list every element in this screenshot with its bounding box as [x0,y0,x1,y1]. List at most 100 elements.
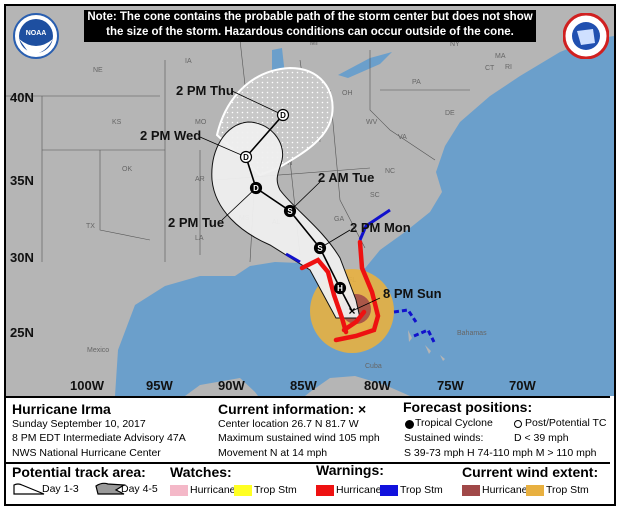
place-label: WV [366,119,378,126]
place-label: OK [122,166,132,173]
forecast-time-label: 2 PM Mon [350,220,411,235]
hurricane-warnings [299,239,381,343]
trop-storm-warning-label: Trop Stm [400,484,443,496]
forecast-point: D [276,108,290,122]
advisory-number: 8 PM EDT Intermediate Advisory 47A [12,432,186,444]
forecast-point-symbol: S [317,244,323,253]
lon-label: 100W [70,378,104,393]
place-label: Mexico [87,347,109,354]
track-area-title: Potential track area: [12,464,146,480]
place-label: PA [412,79,421,86]
hurricane-wind-swatch [462,485,480,496]
movement: Movement N at 14 mph [218,447,328,459]
current-info-title: Current information: × [218,401,367,417]
forecast-point-marker [333,281,347,295]
forecast-time-label: 8 PM Sun [383,286,442,301]
d-category: D < 39 mph [514,432,569,444]
forecast-time-label: 2 PM Tue [168,215,224,230]
tropical-cyclone-label: Tropical Cyclone [415,417,493,429]
place-label: NY [450,41,460,48]
forecast-point-symbol: D [280,111,286,120]
place-label: VA [398,134,407,141]
place-label: MA [495,53,506,60]
svg-text:NOAA: NOAA [26,30,47,37]
max-wind: Maximum sustained wind 105 mph [218,432,380,444]
hurricane-watch-label: Hurricane [190,484,236,496]
place-label: TX [86,223,95,230]
cone-note: Note: The cone contains the probable pat… [84,10,536,42]
forecast-time-label: 2 PM Wed [140,128,201,143]
hurricane-watch-swatch [170,485,188,496]
forecast-point-symbol: D [253,184,259,193]
trop-storm-wind-swatch [526,485,544,496]
hurricane-warning-label: Hurricane [336,484,382,496]
forecast-point: S [313,241,327,255]
lat-label: 25N [10,325,34,340]
place-label: CT [485,65,495,72]
forecast-point-marker [239,150,253,164]
day13-label: Day 1-3 [42,483,79,495]
storm-name: Hurricane Irma [12,401,111,417]
lon-label: 80W [364,378,391,393]
place-label: RI [505,64,512,71]
place-label: Cuba [365,363,382,370]
yucatan [185,378,258,396]
forecast-point: D [249,181,263,195]
watches-title: Watches: [170,464,232,480]
current-position-x-icon: × [348,304,355,318]
trop-storm-watch-label: Trop Stm [254,484,297,496]
forecast-point-marker [249,181,263,195]
forecast-point-marker [276,108,290,122]
trop-storm-wind-label: Trop Stm [546,484,589,496]
wind-extent-title: Current wind extent: [462,464,599,480]
wind-categories: S 39-73 mph H 74-110 mph M > 110 mph [404,447,597,459]
issuing-center: NWS National Hurricane Center [12,447,161,459]
nws-logo [563,13,609,59]
post-tc-label: Post/Potential TC [525,417,607,429]
lon-label: 95W [146,378,173,393]
lat-label: 30N [10,250,34,265]
trop-storm-watch-swatch [234,485,252,496]
note-line-1: Note: The cone contains the probable pat… [87,11,533,23]
place-label: NC [385,168,395,175]
forecast-point-symbol: S [287,207,293,216]
place-label: LA [195,235,204,242]
place-label: GA [334,216,344,223]
advisory-date: Sunday September 10, 2017 [12,418,146,430]
forecast-point-marker [283,204,297,218]
forecast-time-label: 2 AM Tue [318,170,374,185]
place-label: MI [310,40,318,47]
lon-label: 75W [437,378,464,393]
hurricane-warning-swatch [316,485,334,496]
place-label: IA [185,58,192,65]
center-location: Center location 26.7 N 81.7 W [218,418,359,430]
post-tc-icon [514,420,522,428]
trop-storm-warnings [285,208,436,343]
forecast-point-marker [313,241,327,255]
forecast-point-symbol: H [337,284,343,293]
lon-label: 70W [509,378,536,393]
place-label: KS [112,119,122,126]
warnings-title: Warnings: [316,462,384,478]
place-label: TN [283,160,292,167]
day13-cone-icon [13,483,45,495]
tropical-cyclone-icon [405,420,414,429]
ocean [115,36,614,396]
noaa-logo: NOAA [13,13,59,59]
cuba [305,376,410,396]
place-label: Bahamas [457,330,487,337]
forecast-point: S [283,204,297,218]
note-line-2: the size of the storm. Hazardous conditi… [106,26,514,38]
place-label: MO [195,119,207,126]
forecast-title: Forecast positions: [403,399,533,415]
info-section: Hurricane Irma Sunday September 10, 2017… [6,396,610,464]
forecast-time-label: 2 PM Thu [176,83,234,98]
forecast-point: H [333,281,347,295]
lake-erie [338,52,392,78]
lon-label: 85W [290,378,317,393]
lat-label: 35N [10,173,34,188]
place-label: SC [370,192,380,199]
hurricane-wind-label: Hurricane [482,484,528,496]
day45-label: Day 4-5 [121,483,158,495]
place-label: DE [445,110,455,117]
